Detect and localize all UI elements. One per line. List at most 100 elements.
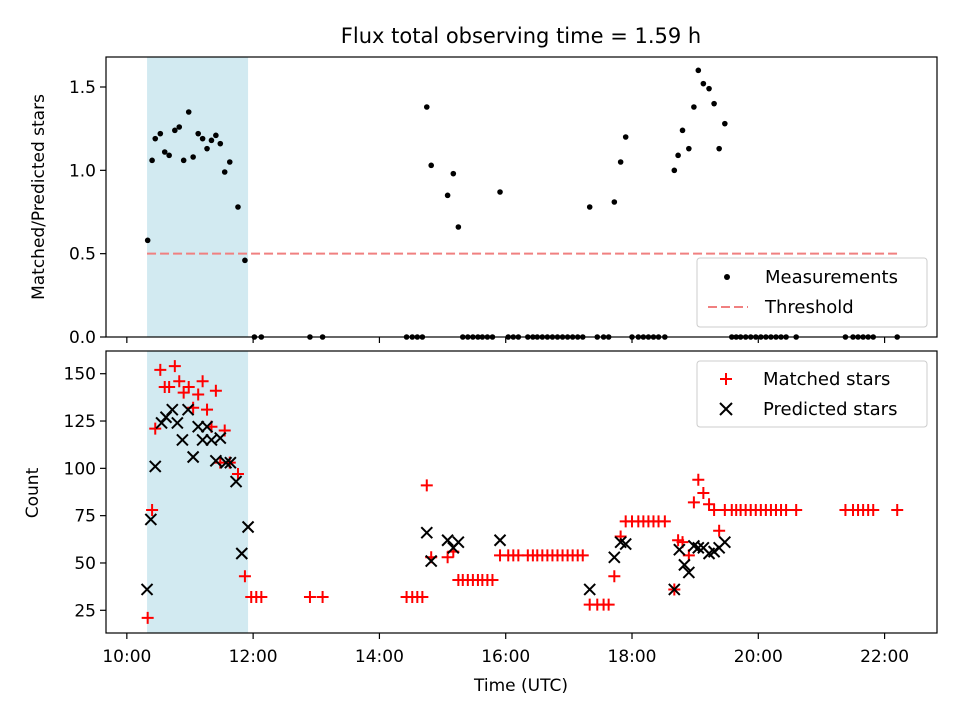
predicted-star-point bbox=[214, 431, 227, 445]
matched-star-point bbox=[177, 386, 190, 399]
legend-predicted-label: Predicted stars bbox=[763, 399, 897, 420]
measurement-point bbox=[152, 135, 159, 142]
legend-matched-label: Matched stars bbox=[763, 369, 890, 390]
matched-star-point bbox=[687, 496, 700, 509]
predicted-star-point bbox=[171, 416, 184, 430]
count-legend-box bbox=[696, 360, 928, 428]
matched-star-point bbox=[658, 515, 671, 528]
count-plot-frame bbox=[105, 350, 938, 634]
measurement-point bbox=[242, 257, 248, 264]
matched-star-point bbox=[790, 503, 803, 516]
legend-measurements-marker bbox=[724, 274, 730, 280]
matched-star-point bbox=[420, 479, 433, 492]
ratio-legend-box bbox=[696, 257, 928, 328]
predicted-star-point bbox=[241, 520, 255, 534]
matched-star-point bbox=[196, 375, 209, 388]
measurement-point bbox=[204, 145, 210, 152]
predicted-star-point bbox=[219, 456, 233, 469]
predicted-star-point bbox=[181, 403, 195, 416]
measurement-point bbox=[221, 169, 228, 175]
count-x-tick-label: 18:00 bbox=[608, 647, 657, 667]
matched-star-point bbox=[201, 403, 214, 416]
matched-star-point bbox=[703, 498, 716, 511]
matched-star-point bbox=[692, 473, 705, 486]
predicted-star-point bbox=[166, 403, 179, 416]
matched-star-point bbox=[486, 574, 499, 587]
predicted-star-point bbox=[209, 454, 223, 467]
measurement-point bbox=[706, 85, 712, 92]
count-y-tick-label: 75 bbox=[74, 507, 96, 527]
matched-star-point bbox=[303, 591, 316, 604]
matched-star-point bbox=[182, 380, 195, 393]
predicted-star-point bbox=[186, 450, 200, 464]
measurement-point bbox=[695, 67, 702, 74]
measurement-point bbox=[226, 159, 233, 165]
matched-star-point bbox=[154, 363, 167, 376]
ratio-y-label: Matched/Predicted stars bbox=[29, 94, 49, 300]
predicted-star-point bbox=[191, 420, 205, 433]
predicted-star-point bbox=[673, 543, 686, 556]
matched-star-point bbox=[209, 384, 222, 397]
chart-title: Flux total observing time = 1.59 h bbox=[341, 24, 701, 48]
measurement-point bbox=[675, 152, 681, 159]
ratio-panel: 0.0 0.5 1.0 1.5 Matched/Predicted stars Mea… bbox=[29, 56, 938, 348]
predicted-star-point bbox=[441, 534, 454, 547]
measurement-point bbox=[444, 192, 451, 199]
matched-star-point bbox=[780, 503, 793, 516]
predicted-star-point bbox=[452, 535, 465, 549]
measurement-point bbox=[686, 145, 692, 152]
count-y-tick-label: 100 bbox=[64, 459, 96, 479]
predicted-star-point bbox=[420, 526, 433, 539]
matched-star-point bbox=[255, 591, 268, 604]
measurement-point bbox=[166, 152, 172, 159]
measurement-point bbox=[208, 137, 215, 144]
measurement-point bbox=[157, 130, 164, 137]
measurement-point bbox=[455, 224, 462, 230]
measurement-point bbox=[190, 154, 196, 160]
legend-predicted-marker bbox=[719, 402, 733, 416]
predicted-star-point bbox=[692, 541, 705, 555]
ratio-shaded-region bbox=[147, 57, 249, 337]
count-y-tick-label: 50 bbox=[74, 554, 96, 574]
predicted-star-point bbox=[682, 566, 696, 579]
matched-stars-points bbox=[141, 360, 904, 624]
matched-star-point bbox=[867, 503, 880, 516]
matched-star-point bbox=[708, 503, 721, 516]
count-x-tick-label: 14:00 bbox=[355, 647, 404, 667]
count-legend: Matched stars Predicted stars bbox=[696, 360, 928, 428]
predicted-star-point bbox=[619, 537, 632, 551]
measurement-point bbox=[176, 124, 183, 130]
matched-star-point bbox=[149, 422, 162, 435]
matched-star-point bbox=[163, 380, 176, 393]
ratio-y-tick-label: 0.5 bbox=[69, 245, 96, 265]
matched-star-point bbox=[238, 570, 251, 583]
predicted-star-point bbox=[583, 583, 596, 596]
matched-star-point bbox=[192, 388, 205, 401]
predicted-star-point bbox=[196, 433, 209, 447]
predicted-star-point bbox=[229, 475, 243, 488]
count-x-tick-label: 16:00 bbox=[481, 647, 530, 667]
matched-star-point bbox=[231, 468, 244, 481]
measurement-point bbox=[691, 104, 697, 110]
legend-measurements-label: Measurements bbox=[765, 267, 898, 288]
measurement-point bbox=[450, 170, 457, 177]
predicted-stars-points bbox=[140, 403, 732, 596]
matched-star-point bbox=[602, 598, 615, 611]
ratio-x-ticks bbox=[126, 337, 886, 343]
measurement-point bbox=[711, 100, 717, 107]
ratio-y-tick-label: 0.0 bbox=[69, 328, 96, 348]
matched-star-point bbox=[713, 524, 726, 537]
matched-star-point bbox=[441, 551, 454, 564]
matched-star-point bbox=[614, 530, 627, 543]
predicted-star-point bbox=[678, 558, 691, 572]
matched-star-point bbox=[168, 360, 181, 373]
count-x-tick-label: 20:00 bbox=[734, 647, 783, 667]
matched-star-point bbox=[697, 486, 710, 499]
legend-threshold-label: Threshold bbox=[764, 297, 854, 318]
measurement-point bbox=[235, 204, 241, 210]
matched-star-point bbox=[146, 503, 159, 516]
ratio-y-tick-label: 1.0 bbox=[69, 161, 96, 181]
matched-star-point bbox=[173, 375, 186, 388]
count-x-axis: 10:00 12:00 14:00 16:00 18:00 20:00 22:00 bbox=[102, 633, 909, 667]
